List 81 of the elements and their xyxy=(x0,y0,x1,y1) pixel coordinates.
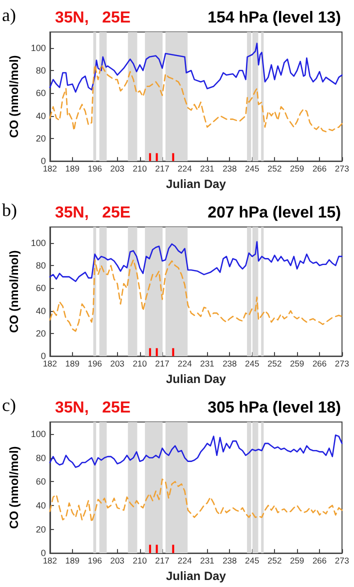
x-tick-label: 231 xyxy=(200,164,215,174)
text: a) xyxy=(2,5,16,25)
x-tick-label: 203 xyxy=(110,556,125,566)
chart-title: 305 hPa (level 18) xyxy=(208,400,342,416)
y-axis-title: CO (nmol/mol) xyxy=(7,446,21,529)
line-series xyxy=(49,64,343,132)
x-tick-label: 203 xyxy=(110,164,125,174)
x-tick-label: 196 xyxy=(88,556,102,566)
y-tick-label: 20 xyxy=(36,328,46,338)
x-tick-label: 231 xyxy=(200,556,215,566)
x-tick-label: 217 xyxy=(155,358,170,369)
y-tick-label: 80 xyxy=(36,260,46,271)
y-tick-label: 100 xyxy=(30,42,46,53)
x-axis-title: Julian Day xyxy=(166,569,226,583)
y-tick-label: 60 xyxy=(36,283,46,294)
y-axis-title: CO (nmol/mol) xyxy=(7,250,21,333)
x-tick-label: 252 xyxy=(268,358,282,369)
y-tick-label: 20 xyxy=(36,524,46,534)
x-tick-label: 273 xyxy=(334,164,350,174)
y-tick-label: 40 xyxy=(36,500,46,510)
x-tick-label: 245 xyxy=(245,164,260,174)
x-tick-label: 196 xyxy=(88,164,102,174)
y-tick-label: 0 xyxy=(40,351,46,362)
x-tick-label: 259 xyxy=(290,556,304,566)
x-tick-label: 217 xyxy=(155,556,170,566)
x-tick-label: 231 xyxy=(200,358,215,369)
x-tick-label: 182 xyxy=(42,358,58,369)
chart-subtitle: 35N, 25E xyxy=(55,10,131,26)
x-tick-label: 189 xyxy=(65,556,80,566)
x-tick-label: 245 xyxy=(245,556,260,566)
y-axis-title: CO (nmol/mol) xyxy=(7,55,21,138)
x-tick-label: 189 xyxy=(65,358,80,369)
x-tick-label: 203 xyxy=(110,358,125,369)
x-tick-label: 196 xyxy=(88,358,102,369)
y-tick-label: 60 xyxy=(36,88,46,98)
x-tick-label: 224 xyxy=(178,556,192,566)
x-tick-label: 210 xyxy=(132,556,148,566)
x-tick-label: 238 xyxy=(222,556,238,566)
line-series xyxy=(49,241,343,282)
y-tick-label: 80 xyxy=(36,452,46,463)
x-tick-label: 266 xyxy=(312,556,327,566)
y-tick-label: 100 xyxy=(30,428,46,439)
y-tick-label: 0 xyxy=(40,548,46,558)
y-tick-label: 20 xyxy=(36,133,46,144)
x-tick-label: 189 xyxy=(65,164,80,174)
x-tick-label: 259 xyxy=(290,164,304,174)
x-tick-label: 224 xyxy=(178,164,192,174)
x-tick-label: 259 xyxy=(290,358,304,369)
x-tick-label: 266 xyxy=(312,164,327,174)
chart-subtitle: 35N, 25E xyxy=(55,400,131,416)
x-tick-label: 252 xyxy=(268,556,282,566)
x-tick-label: 238 xyxy=(222,358,238,369)
y-tick-label: 0 xyxy=(40,156,46,166)
chart-title: 154 hPa (level 13) xyxy=(208,10,342,26)
chart-title: 207 hPa (level 15) xyxy=(208,204,342,222)
x-tick-label: 217 xyxy=(155,164,170,174)
chart-subtitle: 35N, 25E xyxy=(55,204,131,222)
x-tick-label: 245 xyxy=(245,358,260,369)
y-tick-label: 100 xyxy=(30,238,46,248)
y-tick-label: 60 xyxy=(36,476,46,487)
x-tick-label: 252 xyxy=(268,164,282,174)
x-axis-title: Julian Day xyxy=(166,177,226,191)
x-tick-label: 224 xyxy=(178,358,192,369)
text: b) xyxy=(2,200,17,220)
x-tick-label: 210 xyxy=(132,358,148,369)
line-series xyxy=(49,259,343,332)
x-tick-label: 273 xyxy=(334,358,350,369)
line-series xyxy=(49,42,343,93)
line-series xyxy=(49,478,343,523)
text: c) xyxy=(2,395,16,415)
y-tick-label: 40 xyxy=(36,110,46,121)
y-tick-label: 80 xyxy=(36,66,46,76)
x-tick-label: 182 xyxy=(42,164,58,174)
x-tick-label: 238 xyxy=(222,164,238,174)
y-tick-label: 40 xyxy=(36,306,46,316)
line-series xyxy=(49,434,343,468)
x-tick-label: 210 xyxy=(132,164,148,174)
x-axis-title: Julian Day xyxy=(166,372,226,386)
x-tick-label: 266 xyxy=(312,358,327,369)
x-tick-label: 273 xyxy=(334,556,350,566)
x-tick-label: 182 xyxy=(42,556,58,566)
